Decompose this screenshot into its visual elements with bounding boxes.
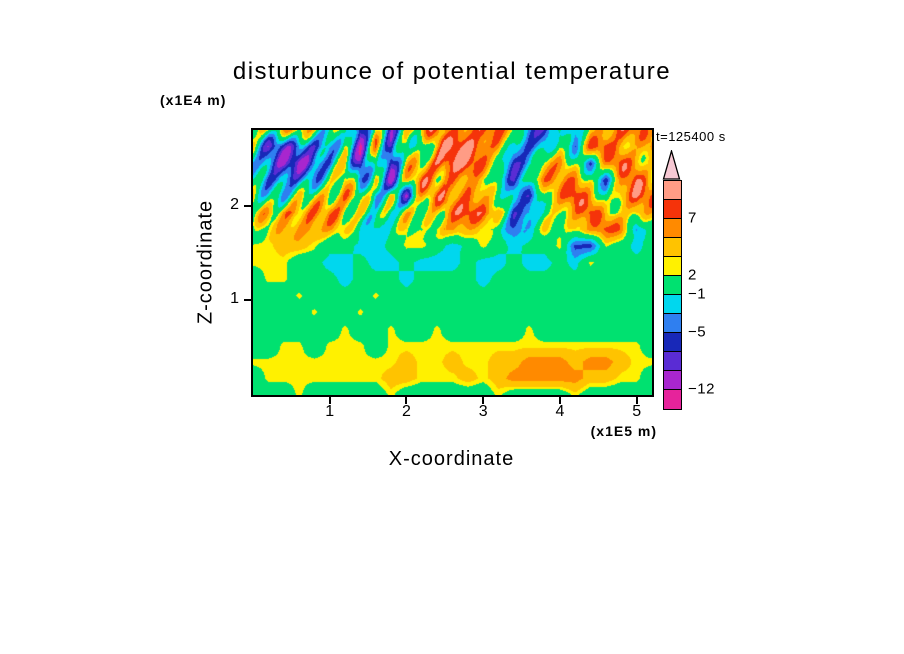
colorbar-tick-label: −1	[688, 285, 707, 303]
y-tick-mark	[244, 204, 251, 207]
x-axis-unit-label: (x1E5 m)	[590, 423, 657, 439]
colorbar-segment	[664, 276, 681, 295]
y-tick-label: 2	[230, 195, 239, 213]
colorbar-segment	[664, 200, 681, 219]
colorbar-tick-label: 2	[688, 266, 697, 284]
colorbar-segment	[664, 333, 681, 352]
x-tick-label: 1	[325, 403, 335, 420]
colorbar-segment	[664, 257, 681, 276]
x-tick-label: 2	[402, 403, 411, 420]
x-axis-title: X-coordinate	[388, 448, 515, 470]
x-tick-label: 3	[478, 403, 488, 420]
colorbar-segment	[664, 238, 681, 257]
plot-area	[251, 128, 654, 397]
colorbar-overflow-arrow-icon	[662, 150, 681, 180]
colorbar-segment	[664, 390, 681, 409]
colorbar-segment	[664, 295, 681, 314]
time-annotation: t=125400 s	[656, 129, 726, 144]
colorbar	[663, 180, 682, 410]
x-tick-mark	[328, 397, 331, 404]
colorbar-segment	[664, 371, 681, 390]
colorbar-segment	[664, 352, 681, 371]
colorbar-segment	[664, 219, 681, 238]
colorbar-tick-label: 7	[688, 209, 697, 227]
chart-title: disturbunce of potential temperature	[232, 58, 672, 85]
colorbar-segment	[664, 314, 681, 333]
x-tick-label: 5	[632, 403, 642, 420]
x-tick-mark	[405, 397, 408, 404]
colorbar-tick-label: −5	[688, 323, 707, 341]
x-tick-label: 4	[555, 403, 565, 420]
heatmap-canvas	[253, 130, 652, 395]
y-axis-unit-label: (x1E4 m)	[160, 92, 227, 108]
y-tick-label: 1	[230, 290, 239, 308]
colorbar-tick-label: −12	[688, 380, 715, 398]
y-tick-mark	[244, 299, 251, 302]
colorbar-segment	[664, 181, 681, 200]
x-tick-mark	[558, 397, 561, 404]
x-tick-mark	[635, 397, 638, 404]
x-tick-mark	[482, 397, 485, 404]
